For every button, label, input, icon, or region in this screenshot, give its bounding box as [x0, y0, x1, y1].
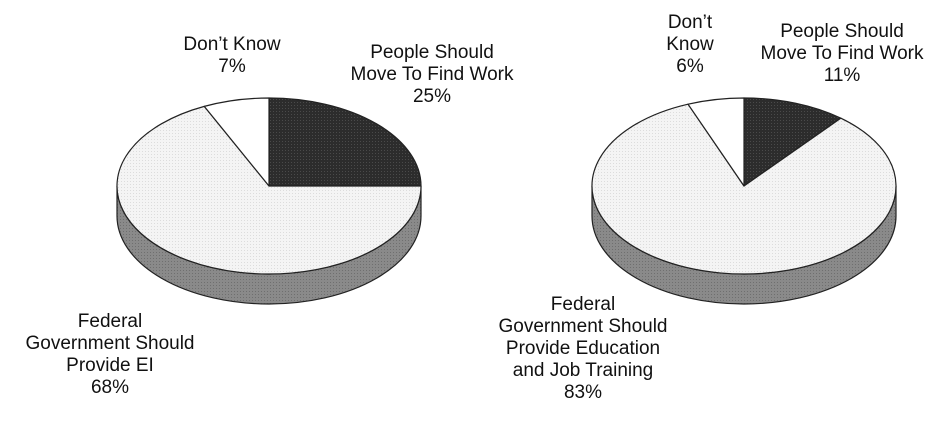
pie-slice-federal-government-should-provide-education-and-job-training	[591, 103, 897, 275]
slice-value-label: 68%	[91, 377, 129, 398]
pie-chart-1: People Should Move To Find Work 25% Federal…	[26, 34, 514, 398]
slice-name-label: Don’t	[668, 12, 713, 33]
pie-slice-people-should-move-to-find-work	[268, 97, 422, 187]
slice-value-label: 6%	[676, 56, 704, 77]
slice-name-label: Move To Find Work	[761, 43, 924, 64]
slice-name-label: Provide Education	[506, 338, 660, 359]
slice-name-label: and Job Training	[513, 360, 654, 381]
slice-value-label: 25%	[413, 86, 451, 107]
pie-slice-people-should-move-to-find-work	[743, 97, 842, 187]
slice-name-label: Federal	[551, 294, 615, 315]
slice-name-label: People Should	[780, 21, 904, 42]
slice-name-label: Federal	[78, 311, 142, 332]
slice-label-1: People Should Move To Find Work 11%	[761, 21, 924, 86]
slice-label-2: Federal Government Should Provide Educatio…	[499, 294, 668, 403]
slice-value-label: 83%	[564, 382, 602, 403]
slice-name-label: Government Should	[26, 333, 195, 354]
slice-label-2: Federal Government Should Provide EI 68%	[26, 311, 195, 398]
slice-name-label: Move To Find Work	[351, 64, 514, 85]
pie-slice-don-t-know	[687, 97, 745, 187]
pie-chart-2: People Should Move To Find Work 11% Federal…	[499, 12, 924, 403]
slice-label-3: Don’t Know 7%	[183, 34, 280, 77]
slice-value-label: 11%	[824, 65, 861, 86]
slice-label-1: People Should Move To Find Work 25%	[351, 42, 514, 107]
slice-value-label: 7%	[218, 56, 246, 77]
slice-name-label: Provide EI	[66, 355, 154, 376]
slice-name-label: Don’t Know	[183, 34, 280, 55]
slice-name-label: People Should	[370, 42, 494, 63]
pie-slice-don-t-know	[203, 97, 270, 187]
slice-name-label: Know	[666, 34, 714, 55]
slice-name-label: Government Should	[499, 316, 668, 337]
slice-label-3: Don’t Know 6%	[666, 12, 714, 77]
pie-slice-federal-government-should-provide-ei	[116, 105, 422, 275]
